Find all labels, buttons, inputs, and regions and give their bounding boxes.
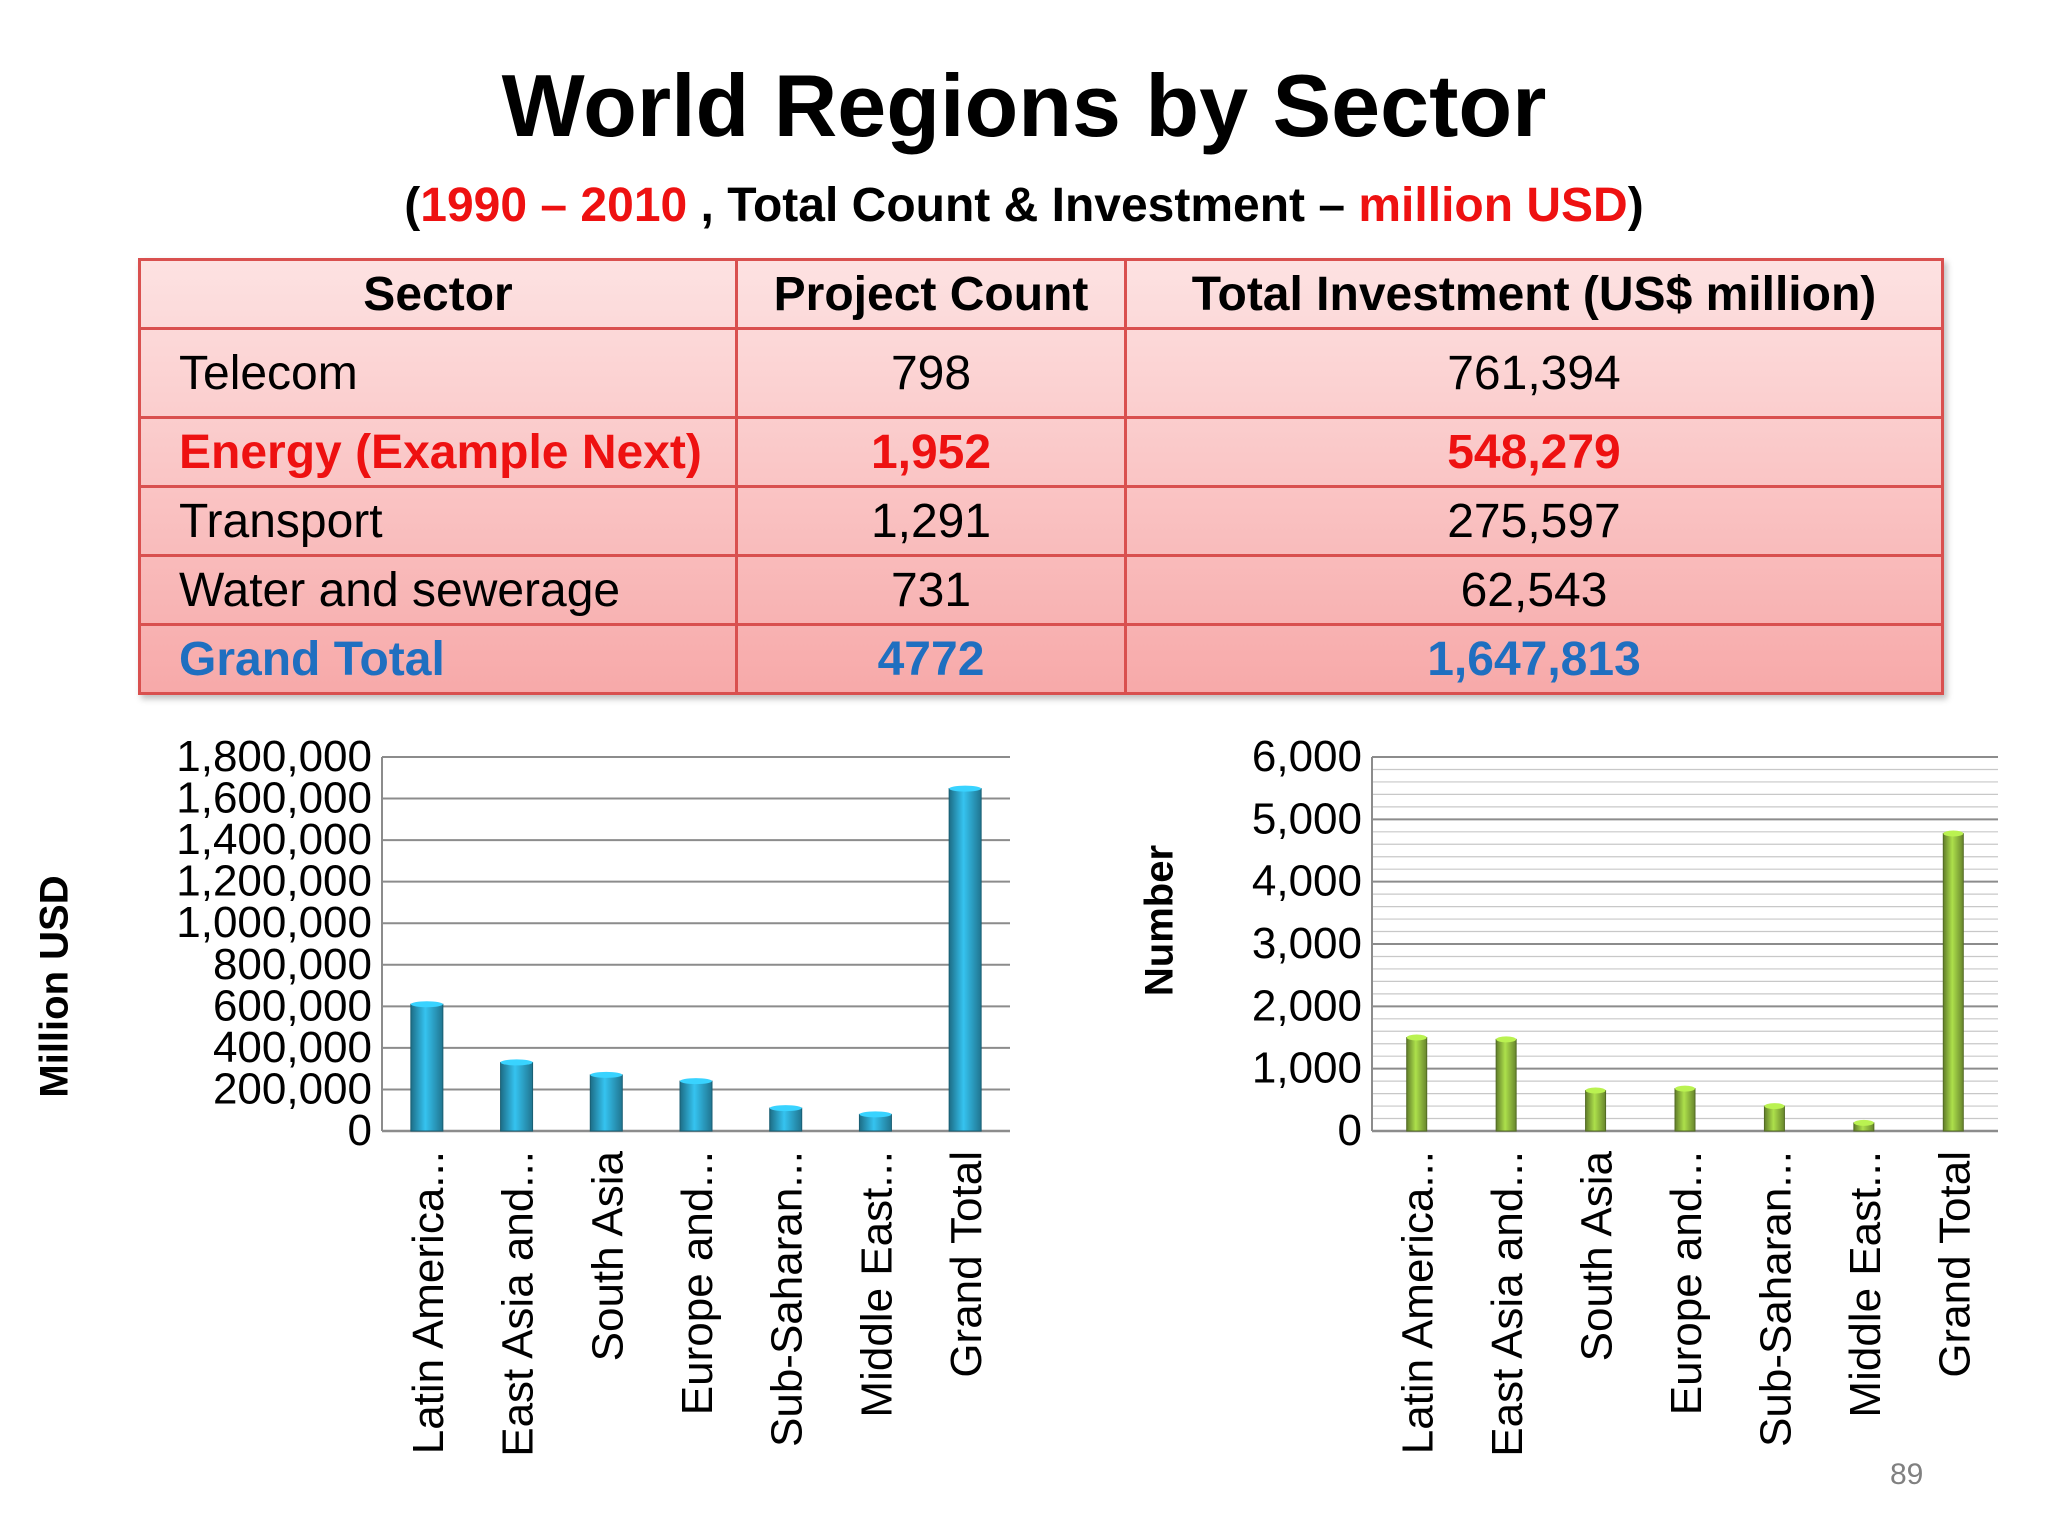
y-tick-label: 1,200,000	[176, 857, 372, 906]
x-tick-label: Latin America...	[1394, 1151, 1443, 1454]
x-tick-label: South Asia	[583, 1150, 632, 1361]
sector-cell: Telecom	[138, 327, 738, 419]
left-chart-ylabel: Million USD	[32, 875, 77, 1098]
y-tick-label: 6,000	[1252, 732, 1362, 781]
x-tick-label: Middle East...	[1841, 1151, 1890, 1418]
bar-top	[1406, 1034, 1427, 1041]
bar-top	[1585, 1087, 1606, 1094]
bar-top	[859, 1111, 892, 1118]
bar-top	[949, 785, 982, 792]
bar	[679, 1080, 713, 1132]
sector-cell: Grand Total	[138, 623, 738, 695]
x-tick-label: Grand Total	[1930, 1151, 1979, 1378]
investment-cell: 548,279	[1124, 416, 1944, 488]
y-tick-label: 1,800,000	[176, 732, 372, 781]
slide-title: World Regions by Sector	[501, 56, 1547, 155]
y-tick-label: 2,000	[1252, 981, 1362, 1030]
table-header-row: Sector Project Count Total Investment (U…	[138, 258, 1944, 330]
x-tick-label: East Asia and...	[494, 1151, 543, 1457]
y-tick-label: 3,000	[1252, 919, 1362, 968]
sector-cell: Water and sewerage	[138, 554, 738, 626]
bar	[410, 1003, 444, 1132]
x-tick-label: Sub-Saharan...	[1751, 1151, 1800, 1447]
table-row: Energy (Example Next) 1,952 548,279	[138, 416, 1944, 488]
header-project-count: Project Count	[735, 258, 1127, 330]
x-tick-label: Latin America...	[404, 1151, 453, 1454]
table-row: Telecom 798 761,394	[138, 327, 1944, 419]
count-cell: 1,291	[735, 485, 1127, 557]
y-tick-label: 1,400,000	[176, 815, 372, 864]
subtitle-years: 1990 – 2010	[420, 179, 688, 232]
y-tick-label: 1,000,000	[176, 898, 372, 947]
count-cell: 1,952	[735, 416, 1127, 488]
bar	[1674, 1088, 1696, 1132]
x-tick-label: Europe and...	[673, 1151, 722, 1415]
x-tick-label: South Asia	[1573, 1150, 1622, 1361]
investment-cell: 761,394	[1124, 327, 1944, 419]
bar-top	[1943, 830, 1964, 837]
x-tick-label: Grand Total	[942, 1151, 991, 1378]
page-number: 89	[1890, 1458, 1924, 1491]
y-tick-label: 400,000	[213, 1023, 372, 1072]
x-tick-label: Europe and...	[1662, 1151, 1711, 1415]
bar-top	[500, 1059, 533, 1066]
bar	[948, 788, 982, 1132]
sector-cell: Energy (Example Next)	[138, 416, 738, 488]
y-tick-label: 200,000	[213, 1064, 372, 1113]
x-tick-label: Middle East...	[852, 1151, 901, 1418]
right-chart-ylabel: Number	[1137, 844, 1182, 997]
bar-top	[769, 1105, 802, 1112]
header-sector: Sector	[138, 258, 738, 330]
bar	[500, 1061, 534, 1132]
bar	[1942, 833, 1964, 1132]
count-cell: 4772	[735, 623, 1127, 695]
table-total-row: Grand Total 4772 1,647,813	[138, 623, 1944, 695]
bar-top	[1764, 1103, 1785, 1110]
count-cell: 731	[735, 554, 1127, 626]
bar-top	[590, 1071, 623, 1078]
bar-top	[1853, 1119, 1874, 1126]
y-tick-label: 600,000	[213, 981, 372, 1030]
count-bar-chart: 0 1,000 2,000 3,000 4,000 5,000 6,000 Latin Ame…	[1252, 732, 1998, 1457]
investment-cell: 62,543	[1124, 554, 1944, 626]
bar-top	[410, 1001, 443, 1008]
y-tick-label: 5,000	[1252, 794, 1362, 843]
table-row: Water and sewerage 731 62,543	[138, 554, 1944, 626]
subtitle-units: million USD	[1358, 179, 1628, 232]
y-tick-label: 4,000	[1252, 857, 1362, 906]
slide-subtitle: (1990 – 2010 , Total Count & Investment …	[404, 179, 1644, 232]
y-tick-label: 0	[1338, 1106, 1362, 1155]
table-row: Transport 1,291 275,597	[138, 485, 1944, 557]
x-tick-label: East Asia and...	[1483, 1151, 1532, 1457]
x-tick-label: Sub-Saharan...	[763, 1151, 812, 1447]
investment-bar-chart: 0200,000400,000600,000800,0001,000,0001,…	[176, 732, 1010, 1457]
bar-top	[1675, 1085, 1695, 1092]
bar	[1585, 1089, 1607, 1132]
bar-top	[1496, 1036, 1517, 1043]
y-tick-label: 0	[348, 1106, 372, 1155]
bar	[1763, 1105, 1785, 1132]
bar	[1406, 1037, 1428, 1132]
bar	[589, 1074, 623, 1132]
investment-cell: 1,647,813	[1124, 623, 1944, 695]
bar	[769, 1107, 803, 1132]
bar	[1495, 1038, 1517, 1132]
y-tick-label: 800,000	[213, 940, 372, 989]
count-cell: 798	[735, 327, 1127, 419]
y-tick-label: 1,600,000	[176, 774, 372, 823]
y-tick-label: 1,000	[1252, 1044, 1362, 1093]
sector-table: Sector Project Count Total Investment (U…	[138, 258, 1944, 695]
bar-top	[680, 1078, 712, 1085]
sector-cell: Transport	[138, 485, 738, 557]
investment-cell: 275,597	[1124, 485, 1944, 557]
header-total-investment: Total Investment (US$ million)	[1124, 258, 1944, 330]
